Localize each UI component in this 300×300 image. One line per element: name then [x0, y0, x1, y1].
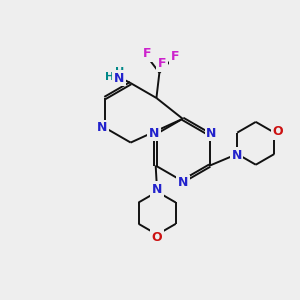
Text: N: N	[206, 127, 217, 140]
Text: N: N	[97, 121, 107, 134]
Text: O: O	[152, 231, 163, 244]
Text: N: N	[149, 127, 159, 140]
Text: H: H	[115, 68, 124, 77]
Text: N: N	[232, 149, 242, 162]
Text: H: H	[105, 72, 115, 82]
Text: F: F	[143, 47, 151, 60]
Text: O: O	[273, 125, 283, 138]
Text: N: N	[152, 183, 162, 196]
Text: F: F	[171, 50, 179, 63]
Text: N: N	[114, 72, 124, 85]
Text: N: N	[178, 176, 188, 190]
Text: F: F	[158, 57, 166, 70]
